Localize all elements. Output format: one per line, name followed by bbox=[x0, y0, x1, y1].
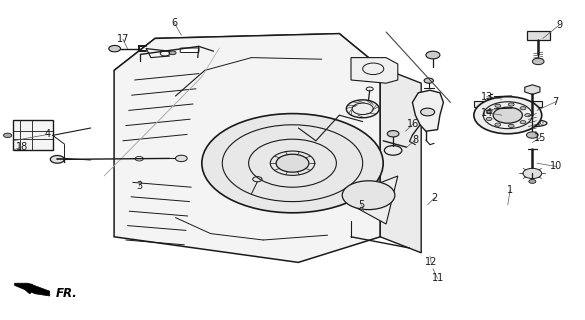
Text: 10: 10 bbox=[550, 161, 562, 172]
Ellipse shape bbox=[518, 120, 547, 127]
Circle shape bbox=[526, 132, 538, 138]
Circle shape bbox=[342, 181, 395, 210]
Text: 17: 17 bbox=[116, 34, 129, 44]
Circle shape bbox=[525, 114, 531, 117]
Circle shape bbox=[474, 97, 542, 134]
Circle shape bbox=[424, 78, 433, 83]
Text: 14: 14 bbox=[481, 108, 493, 118]
Text: 12: 12 bbox=[425, 257, 438, 268]
Text: 11: 11 bbox=[432, 273, 443, 284]
Circle shape bbox=[532, 58, 544, 65]
Polygon shape bbox=[339, 176, 398, 224]
Circle shape bbox=[529, 180, 536, 183]
Circle shape bbox=[508, 103, 514, 106]
FancyBboxPatch shape bbox=[474, 101, 542, 107]
Circle shape bbox=[426, 51, 440, 59]
Circle shape bbox=[202, 114, 383, 213]
Ellipse shape bbox=[524, 121, 541, 125]
Text: 16: 16 bbox=[407, 119, 419, 129]
Circle shape bbox=[387, 131, 399, 137]
Text: FR.: FR. bbox=[56, 287, 77, 300]
FancyBboxPatch shape bbox=[180, 48, 199, 52]
FancyBboxPatch shape bbox=[526, 31, 550, 40]
Polygon shape bbox=[114, 34, 380, 70]
Text: 13: 13 bbox=[481, 92, 493, 102]
Circle shape bbox=[520, 107, 526, 110]
Polygon shape bbox=[351, 58, 398, 83]
Circle shape bbox=[508, 124, 514, 127]
Circle shape bbox=[109, 45, 121, 52]
Text: 5: 5 bbox=[359, 200, 364, 210]
Circle shape bbox=[276, 154, 309, 172]
Circle shape bbox=[486, 110, 492, 113]
Polygon shape bbox=[525, 85, 540, 94]
Circle shape bbox=[176, 155, 187, 162]
Text: 18: 18 bbox=[16, 141, 28, 152]
Text: 4: 4 bbox=[45, 129, 51, 140]
Circle shape bbox=[486, 117, 492, 121]
Text: 3: 3 bbox=[136, 181, 142, 191]
Circle shape bbox=[520, 121, 526, 124]
Polygon shape bbox=[114, 34, 380, 262]
Circle shape bbox=[346, 100, 379, 118]
Circle shape bbox=[50, 156, 64, 163]
Polygon shape bbox=[380, 67, 421, 253]
Circle shape bbox=[4, 133, 12, 138]
Text: 2: 2 bbox=[432, 193, 438, 203]
FancyBboxPatch shape bbox=[13, 120, 53, 150]
Circle shape bbox=[169, 51, 176, 55]
Circle shape bbox=[495, 104, 501, 108]
Text: 7: 7 bbox=[553, 97, 559, 107]
Text: 9: 9 bbox=[556, 20, 562, 30]
Circle shape bbox=[523, 168, 542, 179]
Polygon shape bbox=[15, 283, 50, 296]
Text: 15: 15 bbox=[534, 132, 547, 143]
Text: 8: 8 bbox=[412, 135, 418, 145]
Text: 1: 1 bbox=[507, 185, 513, 196]
Circle shape bbox=[493, 107, 522, 123]
Text: 6: 6 bbox=[171, 18, 177, 28]
Polygon shape bbox=[412, 90, 443, 131]
Circle shape bbox=[495, 123, 501, 126]
Circle shape bbox=[421, 108, 435, 116]
